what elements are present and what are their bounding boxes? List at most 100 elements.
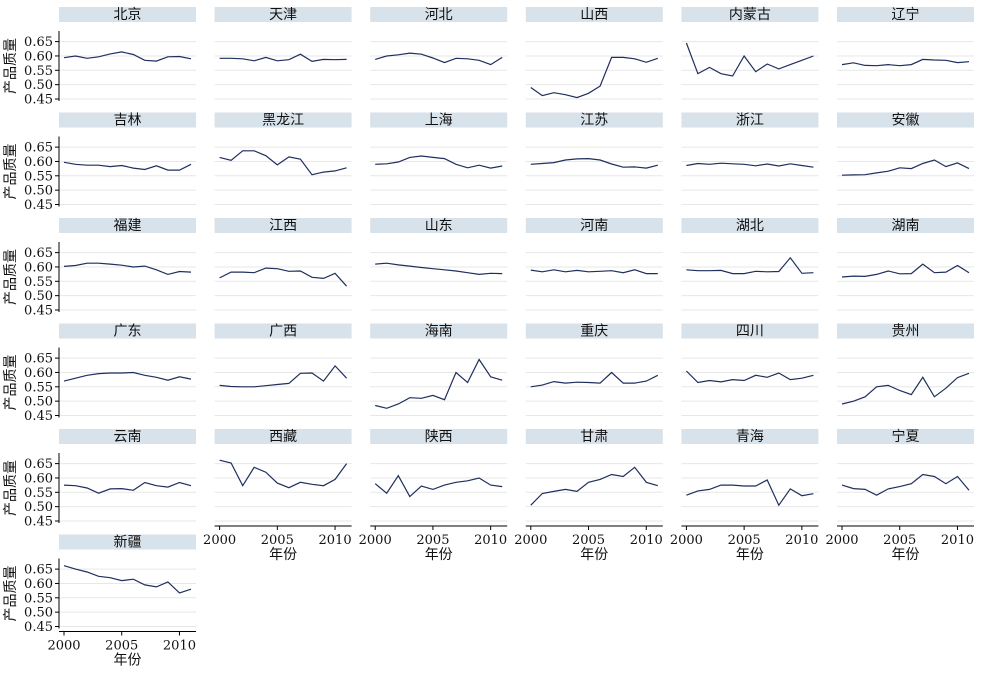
y-tick-label: 0.50 — [24, 395, 53, 410]
y-tick-label: 0.65 — [24, 35, 53, 50]
y-axis-title: 产品质量 — [3, 38, 19, 94]
y-tick-label: 0.45 — [24, 304, 53, 319]
y-tick-label: 0.60 — [24, 155, 53, 170]
panel-title: 福建 — [114, 218, 142, 234]
panel-title: 重庆 — [580, 324, 608, 340]
x-tick-label: 2000 — [203, 533, 236, 548]
x-axis-title: 年份 — [425, 547, 453, 563]
panel-title: 北京 — [114, 7, 142, 23]
panel-strip — [59, 7, 196, 22]
x-tick-label: 2010 — [630, 533, 663, 548]
panel-title: 陕西 — [425, 429, 453, 445]
panel-strip — [525, 7, 663, 22]
series-line — [63, 371, 192, 382]
panel-strip — [370, 7, 508, 22]
x-tick-label: 2000 — [47, 639, 80, 654]
panel-title: 辽宁 — [892, 6, 920, 23]
series-line — [375, 358, 503, 409]
y-axis-title: 产品质量 — [3, 460, 19, 516]
panel-title: 西藏 — [269, 429, 297, 445]
series-line — [219, 53, 347, 63]
x-tick-label: 2010 — [319, 533, 352, 548]
panel-strip — [525, 323, 663, 339]
panel-title: 湖北 — [736, 218, 764, 234]
panel-title: 新疆 — [114, 535, 142, 551]
panel-strip — [370, 429, 508, 444]
y-tick-label: 0.55 — [24, 169, 53, 184]
panel-strip — [370, 323, 508, 339]
x-axis-title: 年份 — [269, 547, 297, 563]
x-tick-label: 2000 — [514, 533, 547, 548]
x-tick-label: 2005 — [883, 533, 916, 548]
series-line — [530, 466, 658, 506]
y-tick-label: 0.50 — [24, 78, 53, 93]
series-line — [685, 370, 814, 384]
y-tick-label: 0.45 — [24, 620, 53, 635]
y-tick-label: 0.60 — [24, 49, 53, 64]
series-line — [530, 56, 658, 99]
series-line — [375, 262, 503, 276]
panel-strip — [59, 112, 196, 128]
series-line — [841, 159, 970, 176]
panel-strip — [837, 323, 974, 339]
x-axis-title: 年份 — [114, 653, 142, 669]
y-tick-label: 0.50 — [24, 606, 53, 621]
series-line — [219, 150, 347, 176]
panel-strip — [525, 218, 663, 233]
y-tick-label: 0.50 — [24, 500, 53, 515]
panel-strip — [681, 7, 819, 22]
panel-strip — [837, 7, 974, 22]
panel-strip — [525, 429, 663, 444]
panel-strip — [837, 429, 974, 444]
panel-strip — [681, 112, 819, 128]
series-line — [686, 162, 814, 168]
y-axis-title: 产品质量 — [3, 144, 19, 200]
panel-title: 贵州 — [892, 324, 920, 340]
series-line — [530, 269, 658, 275]
panel-title: 黑龙江 — [262, 113, 304, 129]
y-tick-label: 0.60 — [24, 577, 53, 592]
x-tick-label: 2010 — [941, 533, 974, 548]
x-tick-label: 2005 — [572, 533, 605, 548]
panel-title: 云南 — [114, 429, 142, 445]
series-line — [685, 42, 814, 77]
series-line — [219, 364, 348, 388]
y-tick-label: 0.55 — [24, 486, 53, 501]
panel-strip — [681, 323, 819, 339]
panel-strip — [214, 7, 352, 22]
series-line — [63, 262, 192, 276]
series-line — [841, 263, 970, 278]
y-tick-label: 0.55 — [24, 380, 53, 395]
y-tick-label: 0.55 — [24, 591, 53, 606]
x-tick-label: 2005 — [728, 533, 761, 548]
series-line — [686, 256, 814, 275]
y-tick-label: 0.65 — [24, 141, 53, 156]
y-tick-label: 0.45 — [24, 198, 53, 213]
x-tick-label: 2005 — [105, 639, 138, 654]
y-tick-label: 0.60 — [24, 471, 53, 486]
y-tick-label: 0.50 — [24, 289, 53, 304]
y-axis-title: 产品质量 — [3, 249, 19, 305]
series-line — [219, 267, 348, 287]
panel-strip — [59, 429, 196, 444]
panel-title: 广西 — [269, 324, 297, 340]
y-axis-title: 产品质量 — [3, 566, 19, 622]
series-line — [375, 155, 503, 169]
series-line — [530, 157, 658, 169]
series-line — [63, 481, 192, 494]
series-line — [841, 58, 970, 67]
panel-title: 浙江 — [736, 113, 764, 129]
x-tick-label: 2005 — [261, 533, 294, 548]
panel-title: 甘肃 — [580, 429, 608, 445]
series-line — [63, 161, 192, 171]
panel-strip — [59, 323, 196, 339]
panel-title: 江西 — [269, 218, 297, 234]
y-tick-label: 0.65 — [24, 457, 53, 472]
panel-title: 湖南 — [892, 218, 920, 234]
panel-title: 山东 — [425, 218, 453, 234]
x-axis-title: 年份 — [892, 547, 920, 563]
panel-title: 安徽 — [892, 113, 920, 129]
x-tick-label: 2010 — [163, 639, 196, 654]
panel-strip — [214, 429, 352, 444]
